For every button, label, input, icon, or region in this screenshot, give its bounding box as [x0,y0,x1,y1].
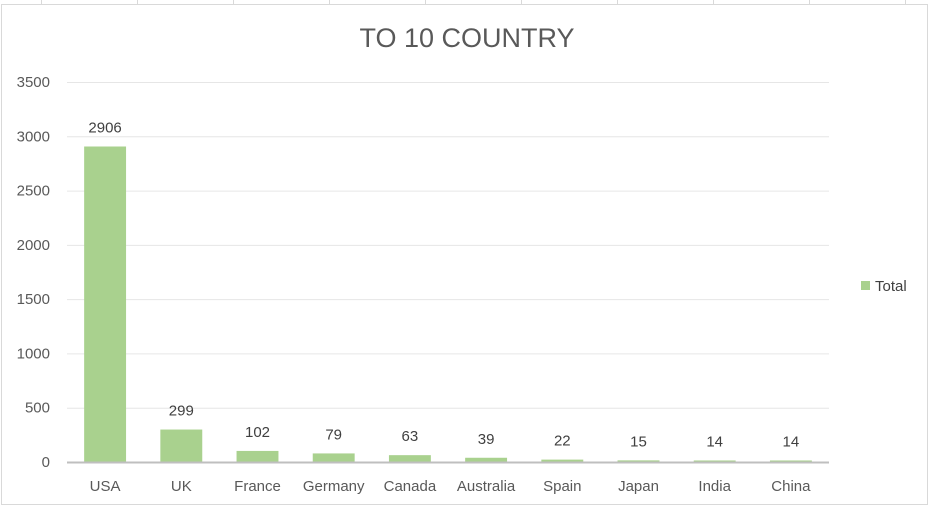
bar-china [769,460,812,462]
data-label-germany: 79 [325,426,342,443]
y-tick-label: 3500 [17,74,50,91]
bar-uk [160,429,203,462]
x-tick-label-india: India [698,478,731,495]
chart-area [1,4,928,505]
legend-swatch-total [861,281,870,290]
x-tick-label-spain: Spain [543,478,581,495]
bar-usa [84,146,127,462]
bar-japan [617,460,660,462]
y-axis-tick-labels: 0 500 1000 1500 2000 2500 3000 3500 [17,74,50,471]
y-tick-label: 2500 [17,183,50,200]
chart-title: TO 10 COUNTRY [359,23,574,53]
x-tick-label-germany: Germany [303,478,365,495]
data-label-spain: 22 [554,433,571,450]
data-label-japan: 15 [630,433,647,450]
data-label-india: 14 [706,433,723,450]
data-label-usa: 2906 [88,119,121,136]
y-tick-label: 500 [25,400,50,417]
y-tick-label: 2000 [17,237,50,254]
x-tick-label-uk: UK [171,478,192,495]
data-label-uk: 299 [169,403,194,420]
x-axis-tick-labels: USA UK France Germany Canada Australia Spain Ja… [90,478,811,495]
data-label-china: 14 [783,433,800,450]
gridlines [67,82,829,409]
y-tick-label: 1000 [17,345,50,362]
y-tick-label: 1500 [17,291,50,308]
y-tick-label: 0 [42,454,50,471]
x-tick-label-usa: USA [90,478,121,495]
x-tick-label-france: France [234,478,281,495]
x-tick-label-china: China [771,478,811,495]
bar-germany [312,453,355,462]
data-label-australia: 39 [478,431,495,448]
legend: Total [861,278,907,295]
bar-canada [388,455,431,462]
data-label-canada: 63 [402,428,419,445]
y-tick-label: 3000 [17,128,50,145]
bar-australia [465,457,508,462]
data-labels: 2906 299 102 79 63 39 22 15 14 14 [88,119,799,450]
bar-series-total [84,146,812,462]
bar-india [693,460,736,462]
bar-france [236,450,279,462]
bar-spain [541,459,584,462]
x-tick-label-australia: Australia [457,478,516,495]
legend-label-total: Total [875,278,907,295]
data-label-france: 102 [245,424,270,441]
x-tick-label-canada: Canada [384,478,437,495]
x-tick-label-japan: Japan [618,478,659,495]
